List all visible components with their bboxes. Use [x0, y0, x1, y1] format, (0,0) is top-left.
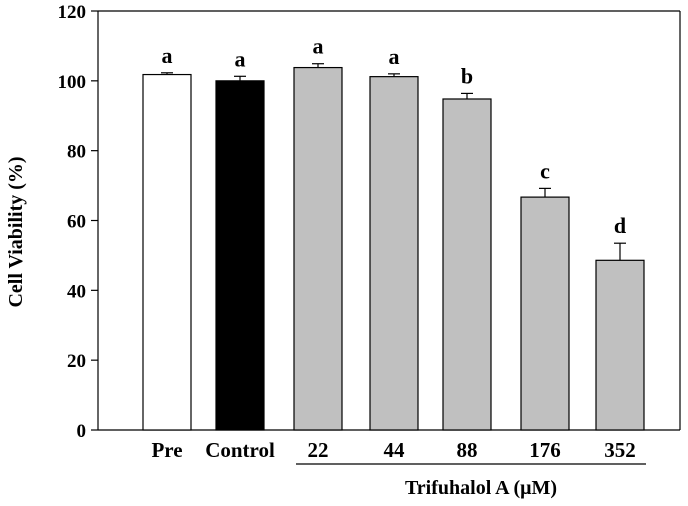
significance-label: a — [313, 34, 324, 59]
y-tick-label: 40 — [67, 281, 86, 302]
y-tick-label: 120 — [58, 2, 87, 23]
significance-label: c — [540, 158, 550, 183]
error-bars — [161, 63, 626, 261]
y-axis-title: Cell Viability (%) — [5, 156, 27, 307]
y-tick-label: 0 — [77, 421, 87, 442]
category-label: 22 — [308, 438, 329, 462]
significance-label: a — [162, 43, 173, 68]
y-tick-label: 100 — [58, 72, 87, 93]
bar — [369, 76, 419, 431]
category-label: 352 — [604, 438, 636, 462]
category-label: 44 — [384, 438, 406, 462]
bar — [595, 259, 645, 431]
group-label: Trifuhalol A (μM) — [405, 477, 557, 499]
bar — [293, 66, 343, 431]
significance-labels: a a a a b c d — [162, 34, 627, 238]
category-label: 88 — [457, 438, 478, 462]
y-ticks: 0 20 40 60 80 100 120 — [58, 2, 98, 442]
significance-label: d — [614, 213, 626, 238]
y-tick-label: 60 — [67, 212, 86, 233]
category-label: Control — [205, 438, 275, 462]
bar — [442, 98, 492, 431]
y-tick-label: 80 — [67, 142, 86, 163]
category-label: Pre — [151, 438, 182, 462]
y-tick-label: 20 — [67, 351, 86, 372]
significance-label: a — [235, 46, 246, 71]
bars — [142, 66, 645, 431]
significance-label: b — [461, 63, 473, 88]
category-labels: Pre Control 22 44 88 176 352 — [151, 438, 635, 462]
bar — [142, 73, 192, 431]
bar — [520, 196, 570, 431]
significance-label: a — [389, 44, 400, 69]
category-label: 176 — [529, 438, 561, 462]
bar — [215, 80, 265, 431]
